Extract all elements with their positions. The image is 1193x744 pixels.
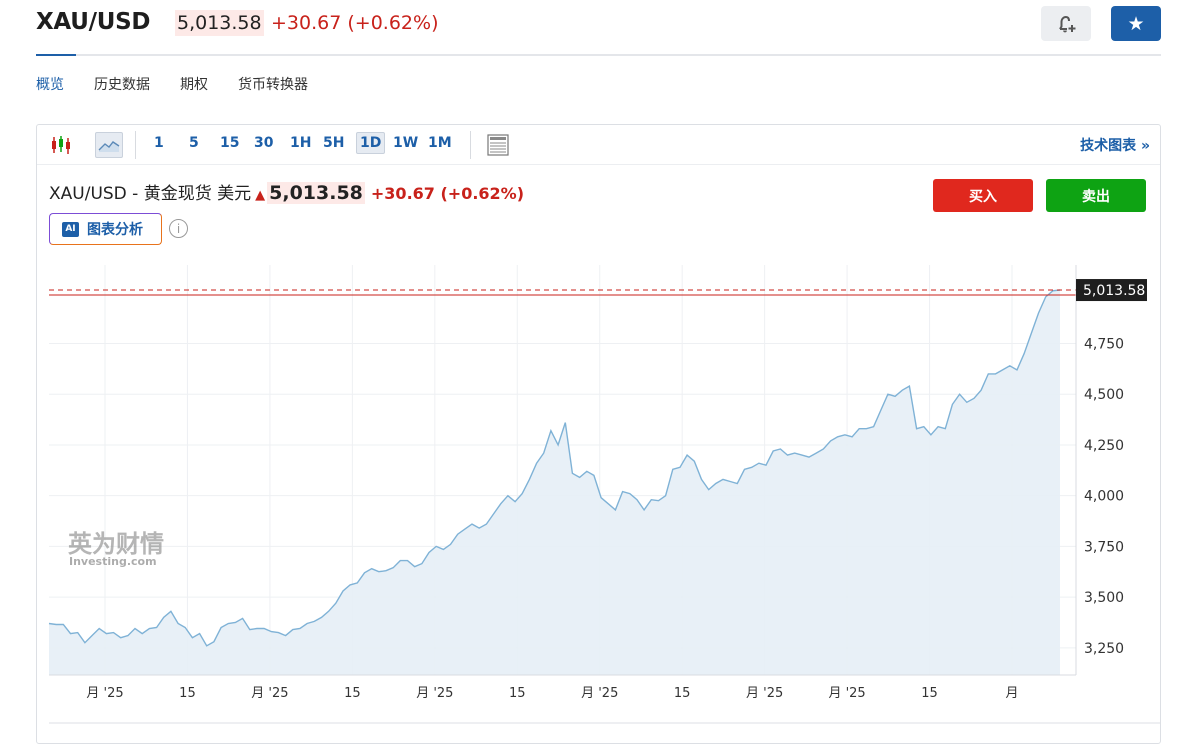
- y-tick-label: 3,250: [1084, 641, 1124, 657]
- last-price-tag-label: 5,013.58: [1083, 283, 1145, 299]
- sell-button[interactable]: 卖出: [1046, 179, 1146, 212]
- y-tick-label: 3,500: [1084, 590, 1124, 606]
- interval-1h[interactable]: 1H: [290, 135, 312, 151]
- interval-1m[interactable]: 1M: [428, 135, 452, 151]
- header-change-pct: (+0.62%): [347, 12, 439, 34]
- x-tick-label: 15: [921, 686, 938, 701]
- sub-nav-tabs: 概览 历史数据 期权 货币转换器: [36, 74, 308, 94]
- interval-5h[interactable]: 5H: [323, 135, 345, 151]
- instrument-title-row: XAU/USD - 黄金现货 美元 ▲ 5,013.58 +30.67 (+0.62%…: [49, 179, 524, 204]
- y-tick-label: 4,250: [1084, 438, 1124, 454]
- y-tick-label: 4,500: [1084, 387, 1124, 403]
- ai-chart-analysis-button[interactable]: AI 图表分析: [49, 213, 162, 245]
- x-tick-label: 15: [509, 686, 526, 701]
- area-chart-icon: [98, 141, 120, 152]
- y-tick-label: 4,750: [1084, 337, 1124, 353]
- y-tick-label: 4,000: [1084, 489, 1124, 505]
- price-area-fill: [49, 290, 1060, 675]
- x-tick-label: 月 '25: [251, 686, 288, 701]
- watermark-logo-en: Investing.com: [69, 555, 157, 568]
- x-tick-label: 15: [344, 686, 361, 701]
- header-change-value: +30.67: [271, 12, 342, 34]
- header-change: +30.67 (+0.62%): [271, 12, 438, 34]
- chart-toolbar: 1 5 15 30 1H 5H 1D 1W 1M 技术图表 »: [37, 125, 1160, 165]
- candlestick-icon: [52, 136, 70, 154]
- interval-5[interactable]: 5: [189, 135, 199, 151]
- interval-15[interactable]: 15: [220, 135, 240, 151]
- toolbar-divider: [470, 131, 471, 159]
- x-tick-label: 月: [1005, 686, 1018, 701]
- tab-overview[interactable]: 概览: [36, 77, 64, 93]
- watermark-logo-cn: 英为财情: [68, 530, 164, 558]
- instrument-name: XAU/USD - 黄金现货 美元: [49, 184, 252, 204]
- x-tick-label: 月 '25: [581, 686, 618, 701]
- interval-1w[interactable]: 1W: [393, 135, 419, 151]
- tab-historical-data[interactable]: 历史数据: [94, 77, 150, 93]
- add-alert-button[interactable]: [1041, 6, 1091, 41]
- interval-1[interactable]: 1: [154, 135, 164, 151]
- up-arrow-icon: ▲: [255, 188, 266, 203]
- interval-1d[interactable]: 1D: [356, 132, 386, 154]
- chart-card: 1 5 15 30 1H 5H 1D 1W 1M 技术图表 » XAU/USD …: [36, 124, 1161, 744]
- technical-chart-link[interactable]: 技术图表 »: [1080, 138, 1150, 154]
- x-tick-label: 月 '25: [416, 686, 453, 701]
- toolbar-divider: [135, 131, 136, 159]
- data-table-button[interactable]: [484, 132, 512, 158]
- info-icon[interactable]: i: [169, 219, 188, 238]
- price-line-series: [48, 289, 1061, 647]
- instrument-change-pct: (+0.62%): [440, 184, 525, 203]
- header-price: 5,013.58: [175, 10, 264, 36]
- tab-currency-converter[interactable]: 货币转换器: [238, 77, 308, 93]
- buy-button[interactable]: 买入: [933, 179, 1033, 212]
- instrument-change: +30.67 (+0.62%): [371, 184, 524, 203]
- symbol-title: XAU/USD: [36, 9, 151, 35]
- ai-chart-analysis-label: 图表分析: [87, 222, 143, 238]
- instrument-price: 5,013.58: [267, 182, 365, 204]
- last-price-tag: [1076, 279, 1147, 302]
- bell-plus-icon: [1059, 15, 1076, 32]
- x-tick-label: 15: [179, 686, 196, 701]
- tab-options[interactable]: 期权: [180, 77, 208, 93]
- quote-header: XAU/USD 5,013.58 +30.67 (+0.62%) ★: [36, 0, 1161, 56]
- area-chart-button[interactable]: [95, 132, 123, 158]
- x-tick-label: 15: [674, 686, 691, 701]
- candlestick-chart-button[interactable]: [47, 132, 75, 158]
- x-tick-label: 月 '25: [746, 686, 783, 701]
- interval-30[interactable]: 30: [254, 135, 274, 151]
- instrument-change-value: +30.67: [370, 184, 435, 203]
- x-tick-label: 月 '25: [86, 686, 123, 701]
- star-icon: ★: [1127, 12, 1145, 35]
- y-tick-label: 3,750: [1084, 539, 1124, 555]
- watchlist-star-button[interactable]: ★: [1111, 6, 1161, 41]
- x-tick-label: 月 '25: [828, 686, 865, 701]
- header-accent-bar: [36, 54, 76, 56]
- ai-icon: AI: [62, 221, 79, 237]
- table-icon: [487, 134, 509, 156]
